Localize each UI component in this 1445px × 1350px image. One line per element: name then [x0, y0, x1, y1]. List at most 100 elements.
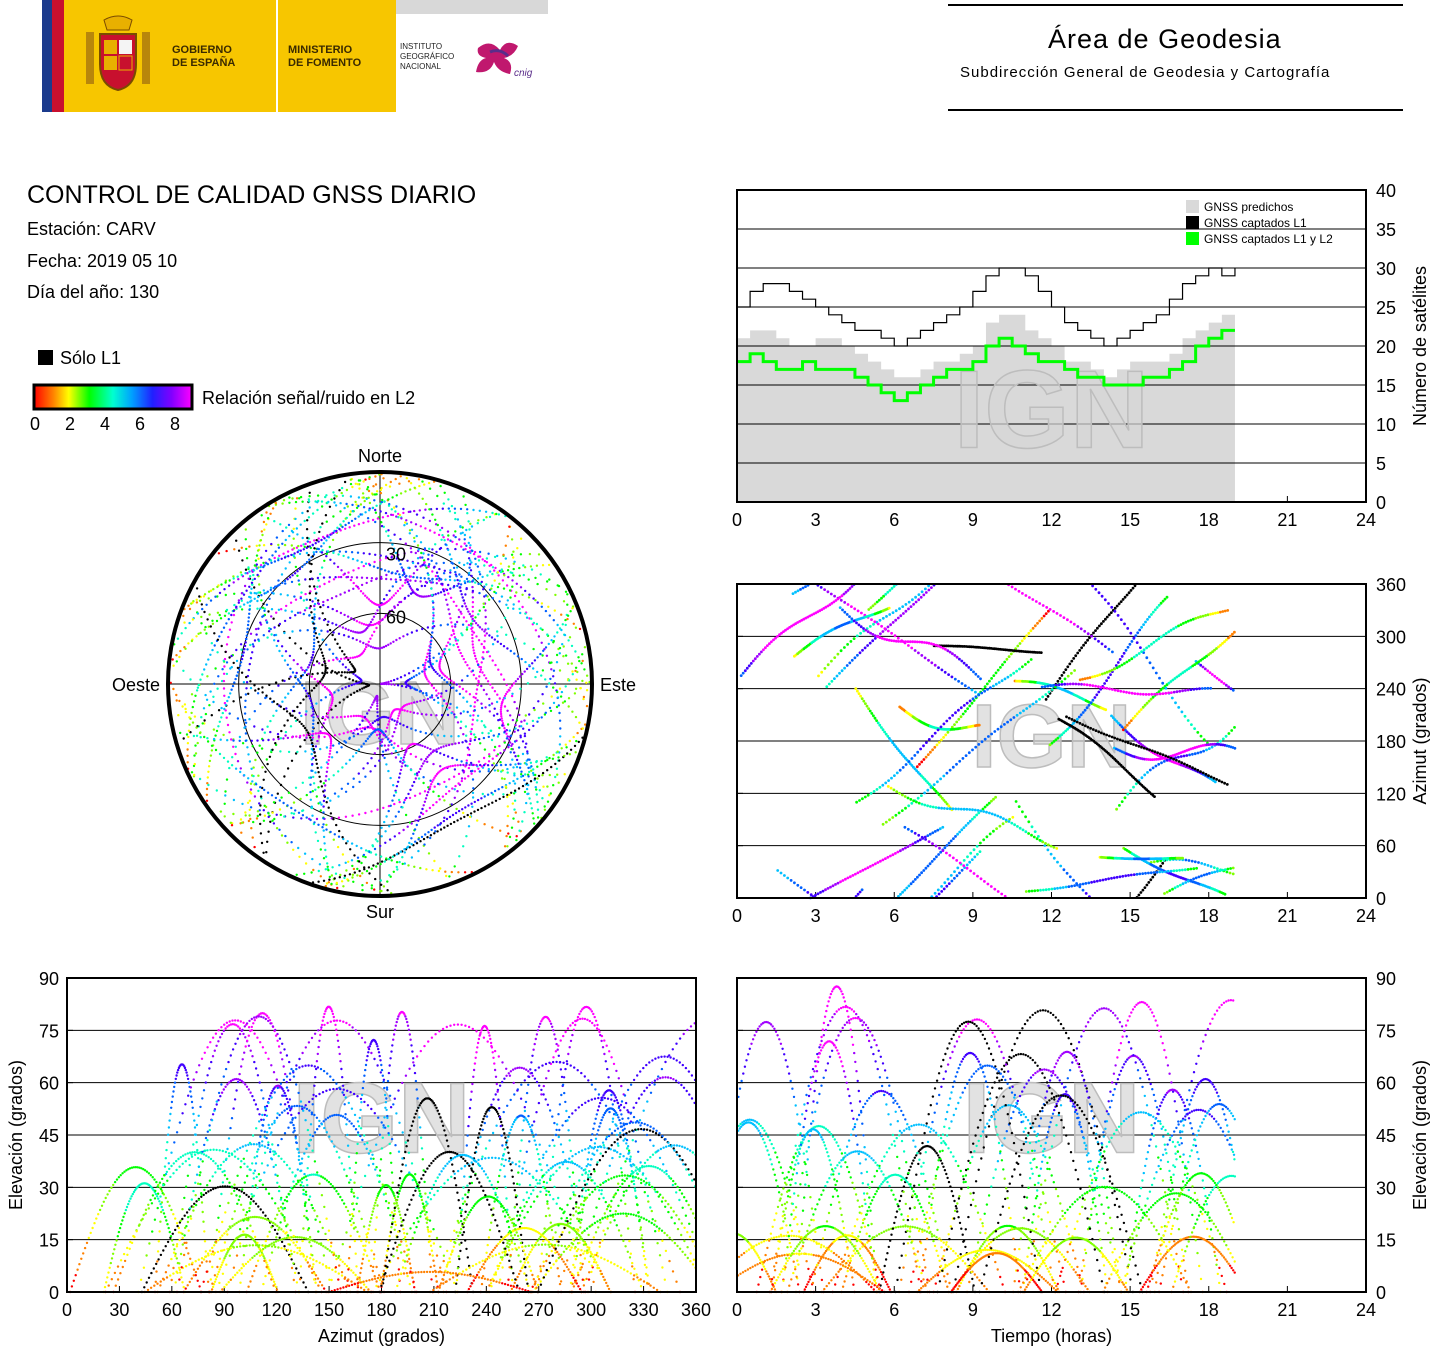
track-point [1149, 758, 1152, 761]
track-point [384, 511, 388, 515]
track-point [1107, 613, 1111, 617]
track-point [1187, 859, 1191, 862]
track-point [395, 785, 399, 788]
track-point [505, 633, 508, 636]
track-point [1127, 721, 1131, 725]
track-point [363, 727, 367, 731]
track-point [468, 580, 472, 584]
track-point [443, 648, 446, 651]
track-point [513, 772, 516, 775]
track-point [402, 756, 406, 759]
track-point [467, 520, 470, 523]
track-point [218, 720, 221, 723]
track-point [975, 813, 978, 817]
track-point [325, 643, 328, 646]
track-point [321, 549, 324, 552]
track-point [1118, 665, 1121, 668]
track-point [1188, 765, 1192, 768]
track-point [1195, 661, 1199, 665]
track-point [963, 684, 967, 688]
track-point [1190, 859, 1194, 863]
track-point [289, 667, 292, 670]
track-point [869, 791, 873, 795]
track-point [1199, 734, 1203, 738]
track-point [954, 807, 958, 811]
track-point [1092, 631, 1095, 635]
track-point [202, 707, 206, 710]
track-point [383, 569, 387, 572]
track-point [1161, 599, 1165, 603]
track-point [477, 679, 480, 683]
track-point [311, 762, 314, 766]
track-point [398, 772, 402, 775]
track-point [417, 548, 420, 551]
track-point [942, 722, 946, 726]
track-point [392, 794, 396, 797]
track-point [875, 719, 878, 722]
track-point [433, 565, 436, 568]
track-point [433, 826, 436, 829]
track-point [239, 661, 243, 664]
track-point [405, 519, 408, 522]
track-point [387, 744, 390, 747]
track-point [183, 703, 187, 706]
track-point [483, 795, 486, 798]
track-point [933, 663, 937, 667]
track-point [1080, 646, 1083, 650]
track-point [518, 766, 522, 769]
track-point [1124, 740, 1127, 744]
track-point [969, 851, 973, 855]
ign-line1: INSTITUTO [400, 42, 443, 51]
track-point [189, 678, 192, 681]
track-point [1018, 711, 1022, 715]
track-point [208, 704, 211, 707]
track-point [466, 753, 470, 757]
track-point [319, 648, 323, 651]
track-point [416, 562, 420, 565]
track-point [466, 813, 469, 817]
track-point [476, 808, 480, 812]
track-point [237, 578, 240, 581]
track-point [514, 755, 517, 758]
track-point [796, 883, 800, 887]
track-point [571, 607, 574, 610]
track-point [445, 817, 449, 821]
track-point [268, 597, 271, 600]
track-point [437, 692, 440, 695]
track-point [356, 551, 360, 554]
track-point [336, 658, 339, 661]
track-point [911, 640, 915, 644]
track-point [209, 599, 213, 602]
track-point [1147, 644, 1151, 648]
track-point [1216, 611, 1220, 614]
track-point [337, 689, 340, 692]
track-point [496, 585, 500, 589]
track-point [1193, 663, 1197, 666]
track-point [856, 609, 860, 613]
track-point [332, 838, 335, 841]
track-point [315, 702, 318, 705]
track-point [452, 632, 456, 635]
track-point [843, 666, 846, 670]
track-point [531, 719, 535, 723]
series-predicted-area [737, 314, 1235, 502]
track-point [522, 564, 525, 567]
track-point [1031, 598, 1035, 601]
track-point [948, 854, 952, 857]
track-point [1049, 684, 1052, 688]
track-point [904, 603, 908, 606]
track-point [887, 779, 890, 782]
track-point [337, 795, 340, 798]
track-point [540, 602, 544, 605]
track-point [848, 587, 852, 590]
track-point [521, 752, 525, 756]
track-point [487, 803, 490, 806]
track-point [1031, 702, 1035, 706]
track-point [1083, 677, 1087, 681]
track-point [394, 756, 398, 759]
x-tick-label: 6 [889, 510, 899, 530]
track-point [285, 604, 288, 608]
track-point [387, 504, 391, 507]
track-point [848, 615, 851, 618]
track-point [255, 544, 258, 547]
